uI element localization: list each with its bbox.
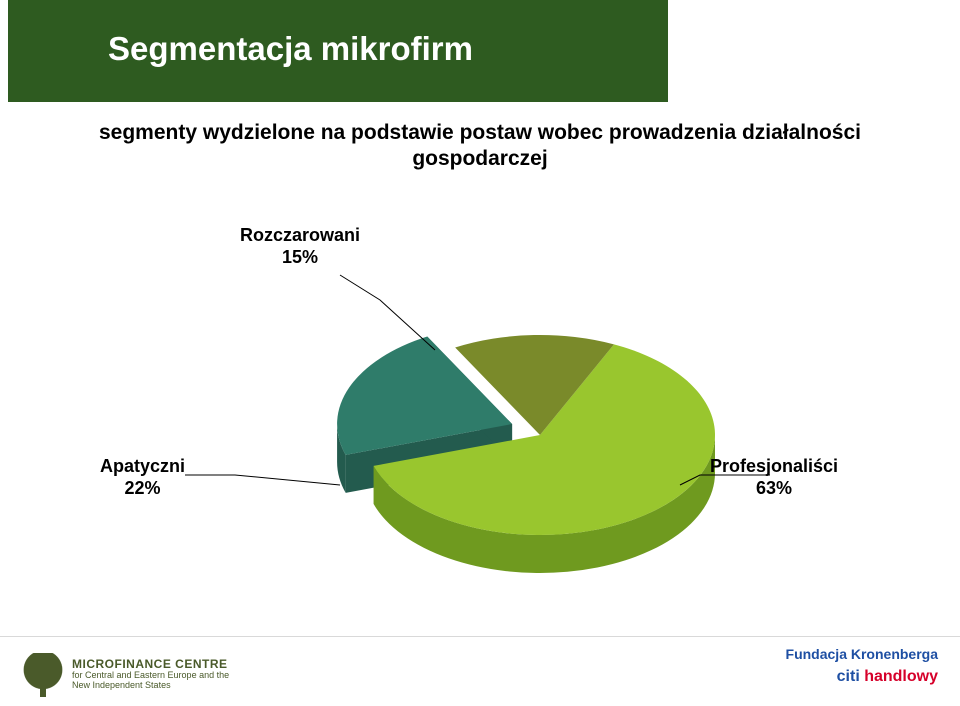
slice-name: Apatyczni <box>100 456 185 478</box>
citi-blue-text: citi <box>837 668 860 685</box>
citi-red-text: handlowy <box>860 668 938 685</box>
slice-label-rozczarowani: Rozczarowani 15% <box>240 225 360 268</box>
logo-fundacja: Fundacja Kronenberga <box>738 646 938 662</box>
slice-label-profesjonalisci: Profesjonaliści 63% <box>710 456 838 499</box>
subtitle-line-2: gospodarczej <box>90 146 870 172</box>
slice-name: Rozczarowani <box>240 225 360 247</box>
slice-label-apatyczni: Apatyczni 22% <box>100 456 185 499</box>
subtitle-line-1: segmenty wydzielone na podstawie postaw … <box>90 120 870 146</box>
slice-percent: 63% <box>710 478 838 500</box>
footer: MICROFINANCE CENTRE for Central and East… <box>0 636 960 706</box>
logo-microfinance-centre: MICROFINANCE CENTRE for Central and East… <box>22 648 232 700</box>
logo-citi-handlowy: citi handlowy <box>738 668 938 686</box>
tree-icon <box>22 653 64 695</box>
logo-fundacja-citi: Fundacja Kronenberga citi handlowy <box>738 646 938 696</box>
logo-left-text: MICROFINANCE CENTRE for Central and East… <box>72 658 232 691</box>
slide: Segmentacja mikrofirm segmenty wydzielon… <box>0 0 960 706</box>
slide-subtitle: segmenty wydzielone na podstawie postaw … <box>90 120 870 173</box>
logo-left-sub: for Central and Eastern Europe and the N… <box>72 670 229 690</box>
slice-percent: 22% <box>100 478 185 500</box>
slice-name: Profesjonaliści <box>710 456 838 478</box>
slide-title: Segmentacja mikrofirm <box>108 30 473 68</box>
pie-svg <box>110 270 850 600</box>
pie-chart: Profesjonaliści 63% Apatyczni 22% Rozcza… <box>110 270 850 600</box>
slice-percent: 15% <box>240 247 360 269</box>
